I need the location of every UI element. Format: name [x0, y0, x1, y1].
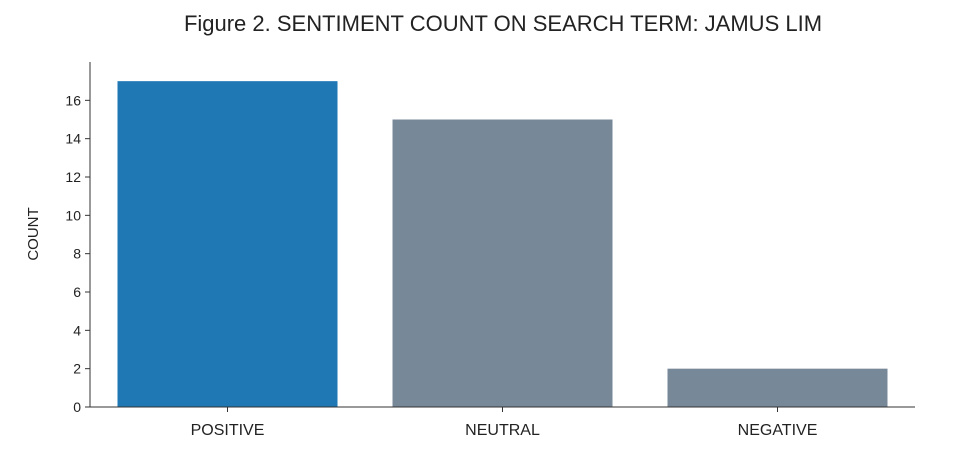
- chart-title: Figure 2. SENTIMENT COUNT ON SEARCH TERM…: [184, 11, 822, 36]
- x-axis-ticks: POSITIVE NEUTRAL NEGATIVE: [191, 407, 818, 439]
- y-tick-label: 4: [73, 322, 81, 338]
- y-tick-label: 0: [73, 399, 81, 415]
- y-tick-label: 12: [65, 169, 81, 185]
- bar-negative: [667, 368, 888, 407]
- y-tick-label: 6: [73, 284, 81, 300]
- bar-positive: [117, 81, 338, 408]
- y-tick-label: 2: [73, 361, 81, 377]
- y-tick-label: 10: [65, 207, 81, 223]
- y-axis-ticks: 0 2 4 6 8 10 12 14 16: [65, 92, 90, 415]
- bar-neutral: [392, 119, 613, 407]
- y-tick-label: 14: [65, 131, 81, 147]
- y-tick-label: 8: [73, 246, 81, 262]
- x-tick-label-negative: NEGATIVE: [738, 422, 818, 439]
- y-axis-label: COUNT: [25, 207, 42, 260]
- x-tick-label-positive: POSITIVE: [191, 422, 265, 439]
- y-tick-label: 16: [65, 92, 81, 108]
- bars-layer: [117, 81, 888, 408]
- x-tick-label-neutral: NEUTRAL: [465, 422, 540, 439]
